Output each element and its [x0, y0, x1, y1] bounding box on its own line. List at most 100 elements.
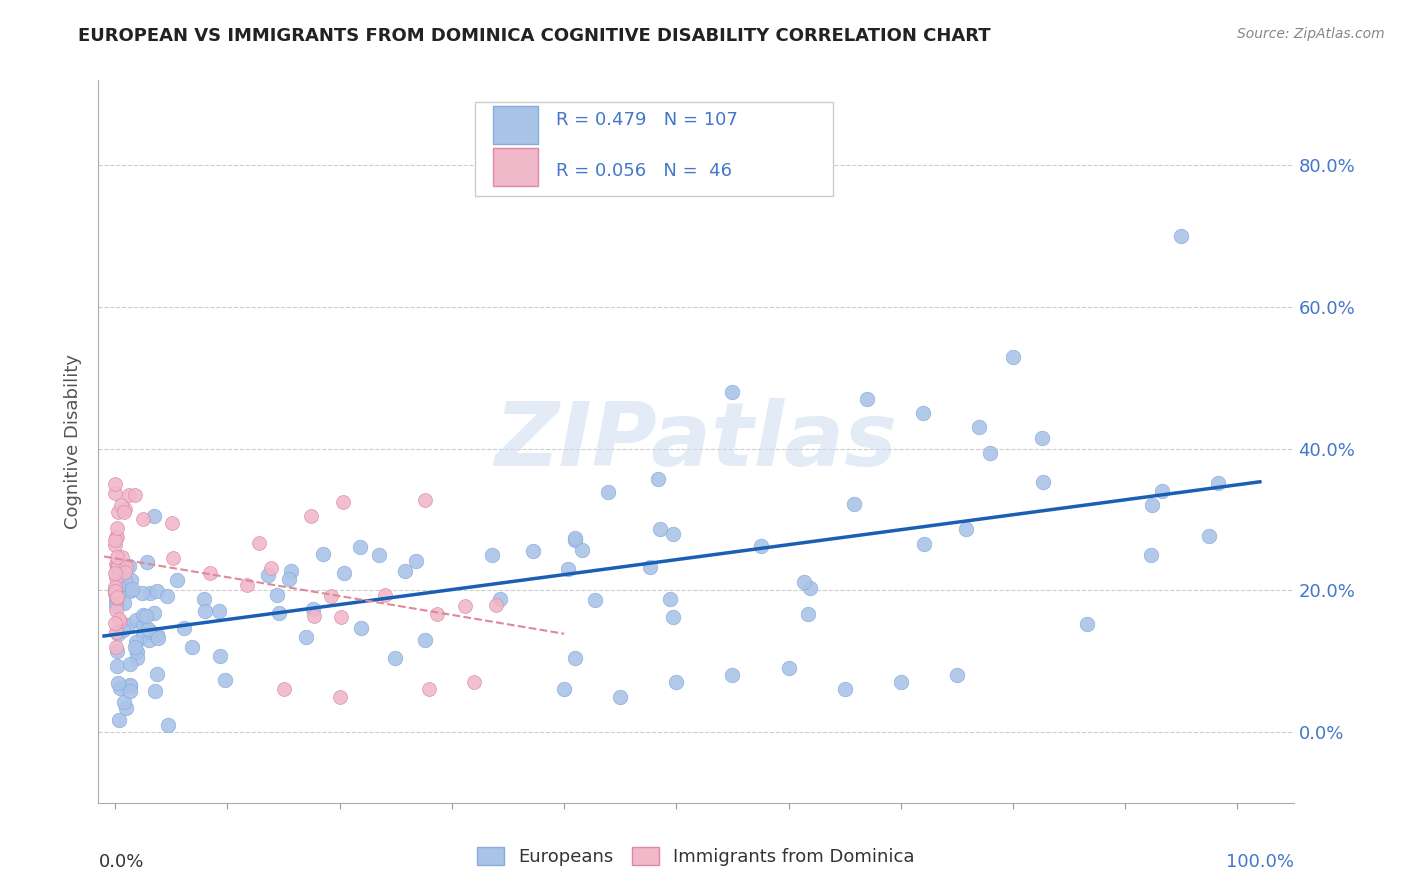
Legend: Europeans, Immigrants from Dominica: Europeans, Immigrants from Dominica	[477, 847, 915, 866]
Point	[181, 640, 204, 654]
Point	[350, 620, 373, 634]
Point	[247, 535, 270, 549]
Point	[214, 673, 236, 688]
Point	[842, 497, 865, 511]
Point	[1001, 350, 1024, 364]
Point	[721, 384, 744, 399]
Point	[856, 392, 879, 406]
Point	[969, 420, 991, 434]
Point	[104, 640, 127, 654]
Point	[132, 618, 155, 632]
Point	[522, 544, 544, 558]
Point	[912, 406, 935, 420]
Point	[173, 621, 195, 635]
Point	[194, 604, 217, 618]
Point	[394, 564, 416, 578]
Text: R = 0.056   N =  46: R = 0.056 N = 46	[557, 161, 733, 179]
Bar	[494, 148, 538, 186]
Point	[104, 538, 127, 552]
Point	[299, 509, 322, 524]
Point	[105, 625, 128, 640]
Point	[273, 682, 295, 697]
Point	[1170, 229, 1192, 244]
Point	[105, 591, 128, 605]
Point	[121, 582, 143, 596]
Point	[107, 676, 129, 690]
Point	[834, 682, 856, 697]
Y-axis label: Cognitive Disability: Cognitive Disability	[65, 354, 83, 529]
Point	[104, 530, 127, 544]
Point	[564, 531, 586, 545]
Point	[131, 586, 153, 600]
Point	[912, 536, 935, 550]
Text: EUROPEAN VS IMMIGRANTS FROM DOMINICA COGNITIVE DISABILITY CORRELATION CHART: EUROPEAN VS IMMIGRANTS FROM DOMINICA COG…	[77, 27, 991, 45]
Point	[104, 485, 127, 500]
Point	[142, 508, 165, 523]
Point	[193, 592, 215, 607]
Point	[115, 560, 138, 574]
Point	[111, 549, 134, 564]
Point	[112, 505, 135, 519]
Point	[143, 683, 166, 698]
Point	[105, 590, 128, 604]
Point	[120, 678, 142, 692]
Point	[107, 578, 129, 592]
Point	[105, 644, 128, 658]
Point	[329, 690, 352, 704]
Point	[598, 484, 620, 499]
Point	[418, 682, 440, 697]
Point	[105, 559, 128, 574]
Point	[139, 625, 162, 640]
Point	[104, 477, 127, 491]
Point	[107, 627, 129, 641]
Point	[659, 591, 682, 606]
Point	[120, 683, 142, 698]
Point	[269, 606, 291, 620]
Point	[146, 584, 169, 599]
Point	[120, 574, 142, 588]
Point	[1076, 617, 1098, 632]
Text: ZIPatlas: ZIPatlas	[495, 398, 897, 485]
Point	[104, 593, 127, 607]
Point	[107, 559, 129, 574]
Point	[107, 505, 129, 519]
Point	[138, 632, 160, 647]
Point	[132, 512, 155, 526]
Point	[665, 675, 688, 690]
Point	[609, 690, 631, 704]
Point	[647, 472, 669, 486]
Bar	[494, 106, 538, 144]
Point	[156, 718, 179, 732]
Point	[125, 644, 148, 658]
Point	[384, 650, 406, 665]
Point	[583, 593, 606, 607]
Point	[564, 533, 586, 547]
Point	[155, 590, 177, 604]
Point	[349, 540, 371, 554]
Point	[166, 573, 188, 587]
Point	[114, 573, 136, 587]
Point	[571, 543, 593, 558]
Point	[162, 550, 184, 565]
Point	[198, 566, 221, 580]
Point	[256, 567, 278, 582]
Point	[405, 554, 427, 568]
Point	[553, 682, 575, 697]
Point	[136, 554, 159, 568]
Point	[1150, 483, 1173, 498]
Point	[332, 495, 354, 509]
Point	[117, 618, 139, 632]
Point	[114, 596, 136, 610]
Point	[648, 522, 671, 536]
Point	[124, 488, 146, 502]
Point	[112, 695, 135, 709]
Point	[107, 587, 129, 601]
Point	[367, 548, 389, 562]
Text: 100.0%: 100.0%	[1226, 854, 1294, 871]
Point	[413, 492, 436, 507]
Point	[481, 549, 503, 563]
Point	[105, 550, 128, 565]
Point	[114, 502, 136, 516]
Point	[330, 610, 353, 624]
Point	[104, 624, 127, 639]
